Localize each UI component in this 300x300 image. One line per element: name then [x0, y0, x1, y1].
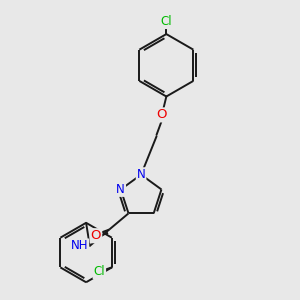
Text: NH: NH	[71, 239, 88, 252]
Text: N: N	[137, 168, 146, 181]
Text: N: N	[116, 183, 125, 196]
Text: Cl: Cl	[94, 266, 105, 278]
Text: O: O	[91, 229, 101, 242]
Text: Cl: Cl	[160, 15, 172, 28]
Text: O: O	[157, 108, 167, 122]
